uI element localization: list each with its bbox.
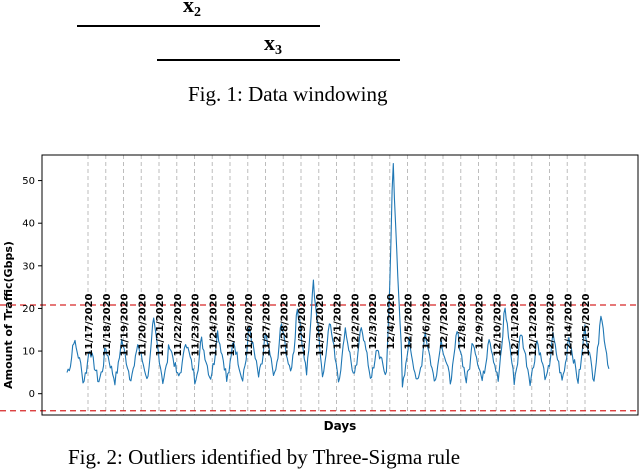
y-tick-label: 0 [29, 389, 35, 400]
day-label: 11/18/2020 [102, 293, 113, 356]
window-bar-x3 [157, 59, 400, 61]
day-gridlines [87, 155, 586, 415]
traffic-series [66, 162, 610, 388]
day-label: 12/10/2020 [492, 293, 503, 356]
day-label: 11/23/2020 [191, 293, 202, 356]
day-label: 11/22/2020 [173, 293, 184, 356]
day-label: 12/5/2020 [404, 293, 415, 349]
y-tick-label: 30 [22, 261, 35, 272]
day-label: 11/25/2020 [226, 293, 237, 356]
variable-x2-label: x2 [183, 0, 201, 20]
day-label: 12/13/2020 [546, 293, 557, 356]
figure-2-caption: Fig. 2: Outliers identified by Three-Sig… [68, 445, 461, 469]
y-tick-label: 10 [22, 347, 35, 358]
day-label: 12/11/2020 [510, 293, 521, 356]
y-axis-ticks: 0 10 20 30 40 50 [22, 176, 42, 400]
traffic-line [66, 162, 610, 388]
day-label: 12/9/2020 [475, 293, 486, 349]
day-label: 11/28/2020 [279, 293, 290, 356]
window-bar-x2 [77, 25, 320, 27]
day-label: 11/20/2020 [137, 293, 148, 356]
y-axis-label: Amount of Traffic(Gbps) [2, 241, 15, 389]
y-tick-label: 20 [22, 304, 35, 315]
day-label: 12/6/2020 [421, 293, 432, 349]
day-label: 11/19/2020 [120, 293, 131, 356]
day-label: 11/30/2020 [315, 293, 326, 356]
day-labels: 11/17/2020 11/18/2020 11/19/2020 11/20/2020… [84, 293, 592, 356]
day-label: 12/4/2020 [386, 293, 397, 349]
plot-frame [41, 154, 639, 416]
variable-x3-label: x3 [264, 30, 282, 59]
day-label: 12/8/2020 [457, 293, 468, 349]
y-tick-label: 50 [22, 176, 35, 187]
figure-1: x2 x3 Fig. 1: Data windowing [0, 0, 640, 110]
traffic-chart: 0 10 20 30 40 50 11/17/2020 11/18/2020 11/19/20… [0, 154, 640, 433]
day-label: 12/14/2020 [563, 293, 574, 356]
x-axis-label: Days [324, 419, 357, 433]
day-label: 12/7/2020 [439, 293, 450, 349]
day-label: 11/27/2020 [262, 293, 273, 356]
day-label: 11/21/2020 [155, 293, 166, 356]
figure-1-caption: Fig. 1: Data windowing [188, 82, 388, 106]
day-label: 12/2/2020 [350, 293, 361, 349]
day-label: 12/15/2020 [581, 293, 592, 356]
day-label: 11/24/2020 [208, 293, 219, 356]
threshold-lines [0, 304, 640, 412]
day-label: 11/26/2020 [244, 293, 255, 356]
day-label: 11/17/2020 [84, 293, 95, 356]
day-label: 12/12/2020 [528, 293, 539, 356]
day-label: 11/29/2020 [297, 293, 308, 356]
y-tick-label: 40 [22, 219, 35, 230]
day-label: 12/3/2020 [368, 293, 379, 349]
day-label: 12/1/2020 [333, 293, 344, 349]
